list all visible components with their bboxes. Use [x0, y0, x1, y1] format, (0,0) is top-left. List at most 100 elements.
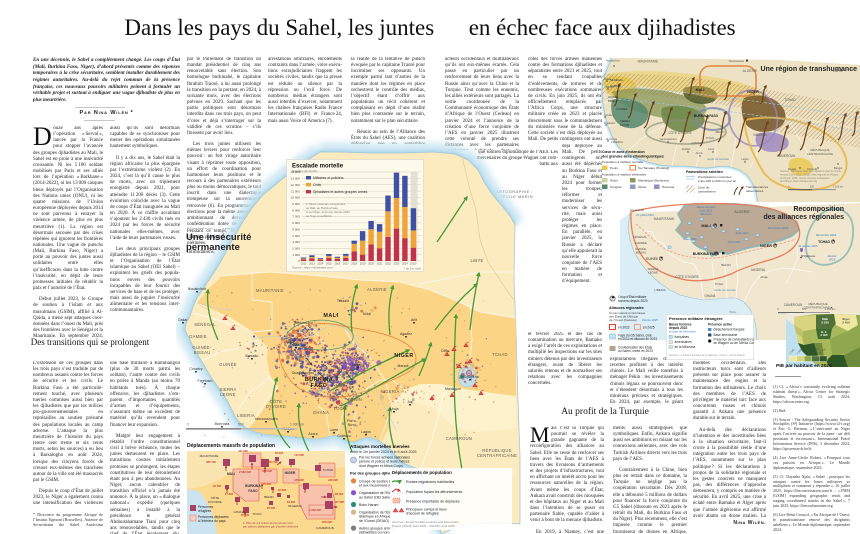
svg-text:CENTRAFRICAINE ■: CENTRAFRICAINE ■ — [804, 305, 833, 309]
svg-text:Gao: Gao — [293, 343, 300, 347]
svg-text:Bases fermées: Bases fermées — [697, 205, 716, 209]
svg-text:500: 500 — [238, 423, 244, 427]
svg-text:133 000: 133 000 — [294, 453, 304, 457]
svg-text:entre 200 et 600 mm par an: entre 200 et 600 mm par an — [698, 179, 736, 183]
svg-text:2 305: 2 305 — [821, 333, 828, 337]
svg-text:Lac: Lac — [464, 371, 471, 375]
svg-text:LIBERIA: LIBERIA — [654, 288, 666, 292]
svg-text:2 202 000: 2 202 000 — [308, 508, 321, 512]
svg-text:Nouakchott: Nouakchott — [630, 208, 644, 212]
svg-text:RÉPUBLIQUE: RÉPUBLIQUE — [482, 448, 512, 453]
svg-text:Banjul: Banjul — [606, 85, 614, 89]
svg-text:Bamako: Bamako — [245, 354, 258, 358]
svg-text:0: 0 — [788, 186, 790, 189]
svg-text:Tombouctou: Tombouctou — [293, 321, 312, 325]
svg-text:au Togo et au Bénin: au Togo et au Bénin — [306, 214, 332, 218]
svg-text:LEONE: LEONE — [648, 270, 658, 274]
svg-text:Minusma: Minusma — [700, 212, 712, 216]
svg-text:Yamoussoukro: Yamoussoukro — [659, 137, 677, 141]
svg-text:ALGÉRIE: ALGÉRIE — [734, 209, 750, 214]
svg-text:BÉNIN: BÉNIN — [348, 397, 362, 402]
svg-text:LIBYE: LIBYE — [833, 69, 843, 73]
svg-text:127 600: 127 600 — [334, 500, 344, 504]
svg-text:BÉNIN: BÉNIN — [264, 494, 273, 499]
svg-text:5 000: 5 000 — [292, 227, 300, 231]
svg-text:TOGO: TOGO — [252, 512, 262, 516]
svg-text:Population à tradition nomade: Population à tradition nomade — [602, 160, 643, 164]
svg-text:2 580: 2 580 — [796, 348, 803, 355]
svg-text:NIGER: NIGER — [285, 471, 296, 475]
svg-text:Mossi: Mossi — [638, 185, 646, 189]
svg-text:2022: 2022 — [385, 262, 391, 266]
svg-text:Janvier: Janvier — [827, 254, 837, 258]
svg-text:GHANA: GHANA — [704, 294, 716, 298]
svg-text:NIGERIA: NIGERIA — [753, 133, 767, 137]
svg-text:de l'Ouest (OEIAO): de l'Ouest (OEIAO) — [359, 519, 389, 523]
svg-text:Freetown: Freetown — [604, 121, 616, 125]
svg-text:Yamoussoukro: Yamoussoukro — [254, 417, 278, 421]
svg-text:ALGÉRIE: ALGÉRIE — [743, 68, 758, 73]
svg-text:du Sahel, créée en 2023: du Sahel, créée en 2023 — [618, 349, 653, 353]
svg-text:NIGER: NIGER — [747, 90, 759, 94]
svg-text:Songhaï: Songhaï — [610, 185, 622, 189]
svg-text:1. Morts violentes enregistrée: 1. Morts violentes enregistrées — [306, 202, 346, 206]
svg-text:Recomposition: Recomposition — [793, 206, 844, 213]
svg-text:RÉPUBLIQUE: RÉPUBLIQUE — [808, 301, 827, 306]
svg-text:Déplacements massifs de popula: Déplacements massifs de population — [187, 443, 275, 449]
svg-text:368 000: 368 000 — [262, 469, 272, 473]
svg-text:Lagos: Lagos — [741, 157, 749, 161]
svg-text:N'Djamena: N'Djamena — [801, 254, 815, 258]
svg-text:(djihadistes ou non): (djihadistes ou non) — [359, 531, 390, 534]
svg-text:2 062 000: 2 062 000 — [238, 470, 251, 474]
svg-text:Confédération des États: Confédération des États — [618, 345, 653, 350]
svg-text:GAMBIE: GAMBIE — [189, 334, 207, 339]
svg-text:Transhumances: Transhumances — [746, 185, 769, 189]
svg-text:Par les forces armées national: Par les forces armées nationales — [359, 456, 410, 460]
svg-text:NIGERIA: NIGERIA — [381, 389, 400, 394]
svg-text:CÔTE D'IVOIRE: CÔTE D'IVOIRE — [668, 130, 691, 135]
svg-text:4 060: 4 060 — [804, 348, 811, 355]
svg-text:de l'Afrique, https://africace: de l'Afrique, https://africacenter.org — [780, 180, 818, 183]
svg-text:1 340: 1 340 — [789, 348, 796, 355]
svg-text:B. F.: B. F. — [821, 330, 827, 334]
svg-text:Nouakchott: Nouakchott — [188, 287, 206, 291]
svg-text:2013: 2013 — [309, 262, 315, 266]
svg-text:1 000 km: 1 000 km — [290, 423, 304, 427]
svg-text:de Wagner ou de l'Africa Corps: de Wagner ou de l'Africa Corps — [714, 341, 755, 345]
svg-text:1 000 km: 1 000 km — [833, 186, 843, 189]
svg-text:MALI: MALI — [227, 472, 235, 476]
svg-text:Accra: Accra — [696, 151, 703, 155]
svg-text:1 000: 1 000 — [292, 253, 300, 257]
svg-text:500: 500 — [802, 307, 807, 311]
svg-text:Peuls: Peuls — [610, 166, 618, 170]
svg-text:GUINÉE-: GUINÉE- — [192, 345, 212, 350]
svg-text:411 000: 411 000 — [237, 449, 248, 453]
svg-text:GHANA: GHANA — [691, 141, 703, 145]
svg-text:Nouakchott: Nouakchott — [606, 59, 620, 63]
svg-text:GUINÉE: GUINÉE — [646, 256, 658, 261]
svg-text:CÔTE: CÔTE — [211, 495, 220, 500]
svg-text:Coup d'État militaire: Coup d'État militaire — [618, 294, 647, 299]
svg-text:2023: 2023 — [394, 262, 400, 266]
svg-text:NIGER: NIGER — [760, 244, 772, 248]
svg-text:par ailleurs déplacées par d'a: par ailleurs déplacées par d'autres viol… — [242, 525, 299, 529]
svg-text:1. Plus de 1,3 million de pers: 1. Plus de 1,3 million de personnes sont — [243, 521, 293, 525]
svg-text:Kidal: Kidal — [363, 312, 371, 316]
svg-text:FASO: FASO — [248, 489, 258, 493]
svg-text:Dakar: Dakar — [604, 77, 611, 81]
svg-text:CÔTE: CÔTE — [270, 399, 283, 404]
svg-text:TCHAD: TCHAD — [818, 240, 830, 244]
svg-text:BÉNIN: BÉNIN — [716, 129, 725, 134]
svg-text:françaises: françaises — [675, 335, 690, 339]
svg-text:américaines: américaines — [675, 340, 693, 344]
svg-text:Escalade mortelle: Escalade mortelle — [292, 164, 344, 170]
svg-text:de l'Ouest, 2025 ; Centre d'ét: de l'Ouest, 2025 ; Centre d'études écolo… — [780, 177, 830, 180]
svg-text:Banque: Banque — [848, 361, 856, 363]
svg-text:Conakry: Conakry — [604, 113, 615, 117]
svg-text:dont Wagner et Africa Corps: dont Wagner et Africa Corps — [359, 464, 403, 468]
svg-text:saisonnières: saisonnières — [746, 189, 764, 193]
svg-text:MAURITANIE: MAURITANIE — [654, 217, 675, 221]
svg-text:Douala: Douala — [788, 167, 797, 171]
svg-text:BÉNIN: BÉNIN — [721, 262, 730, 267]
svg-text:Communauté économique: Communauté économique — [609, 311, 646, 315]
